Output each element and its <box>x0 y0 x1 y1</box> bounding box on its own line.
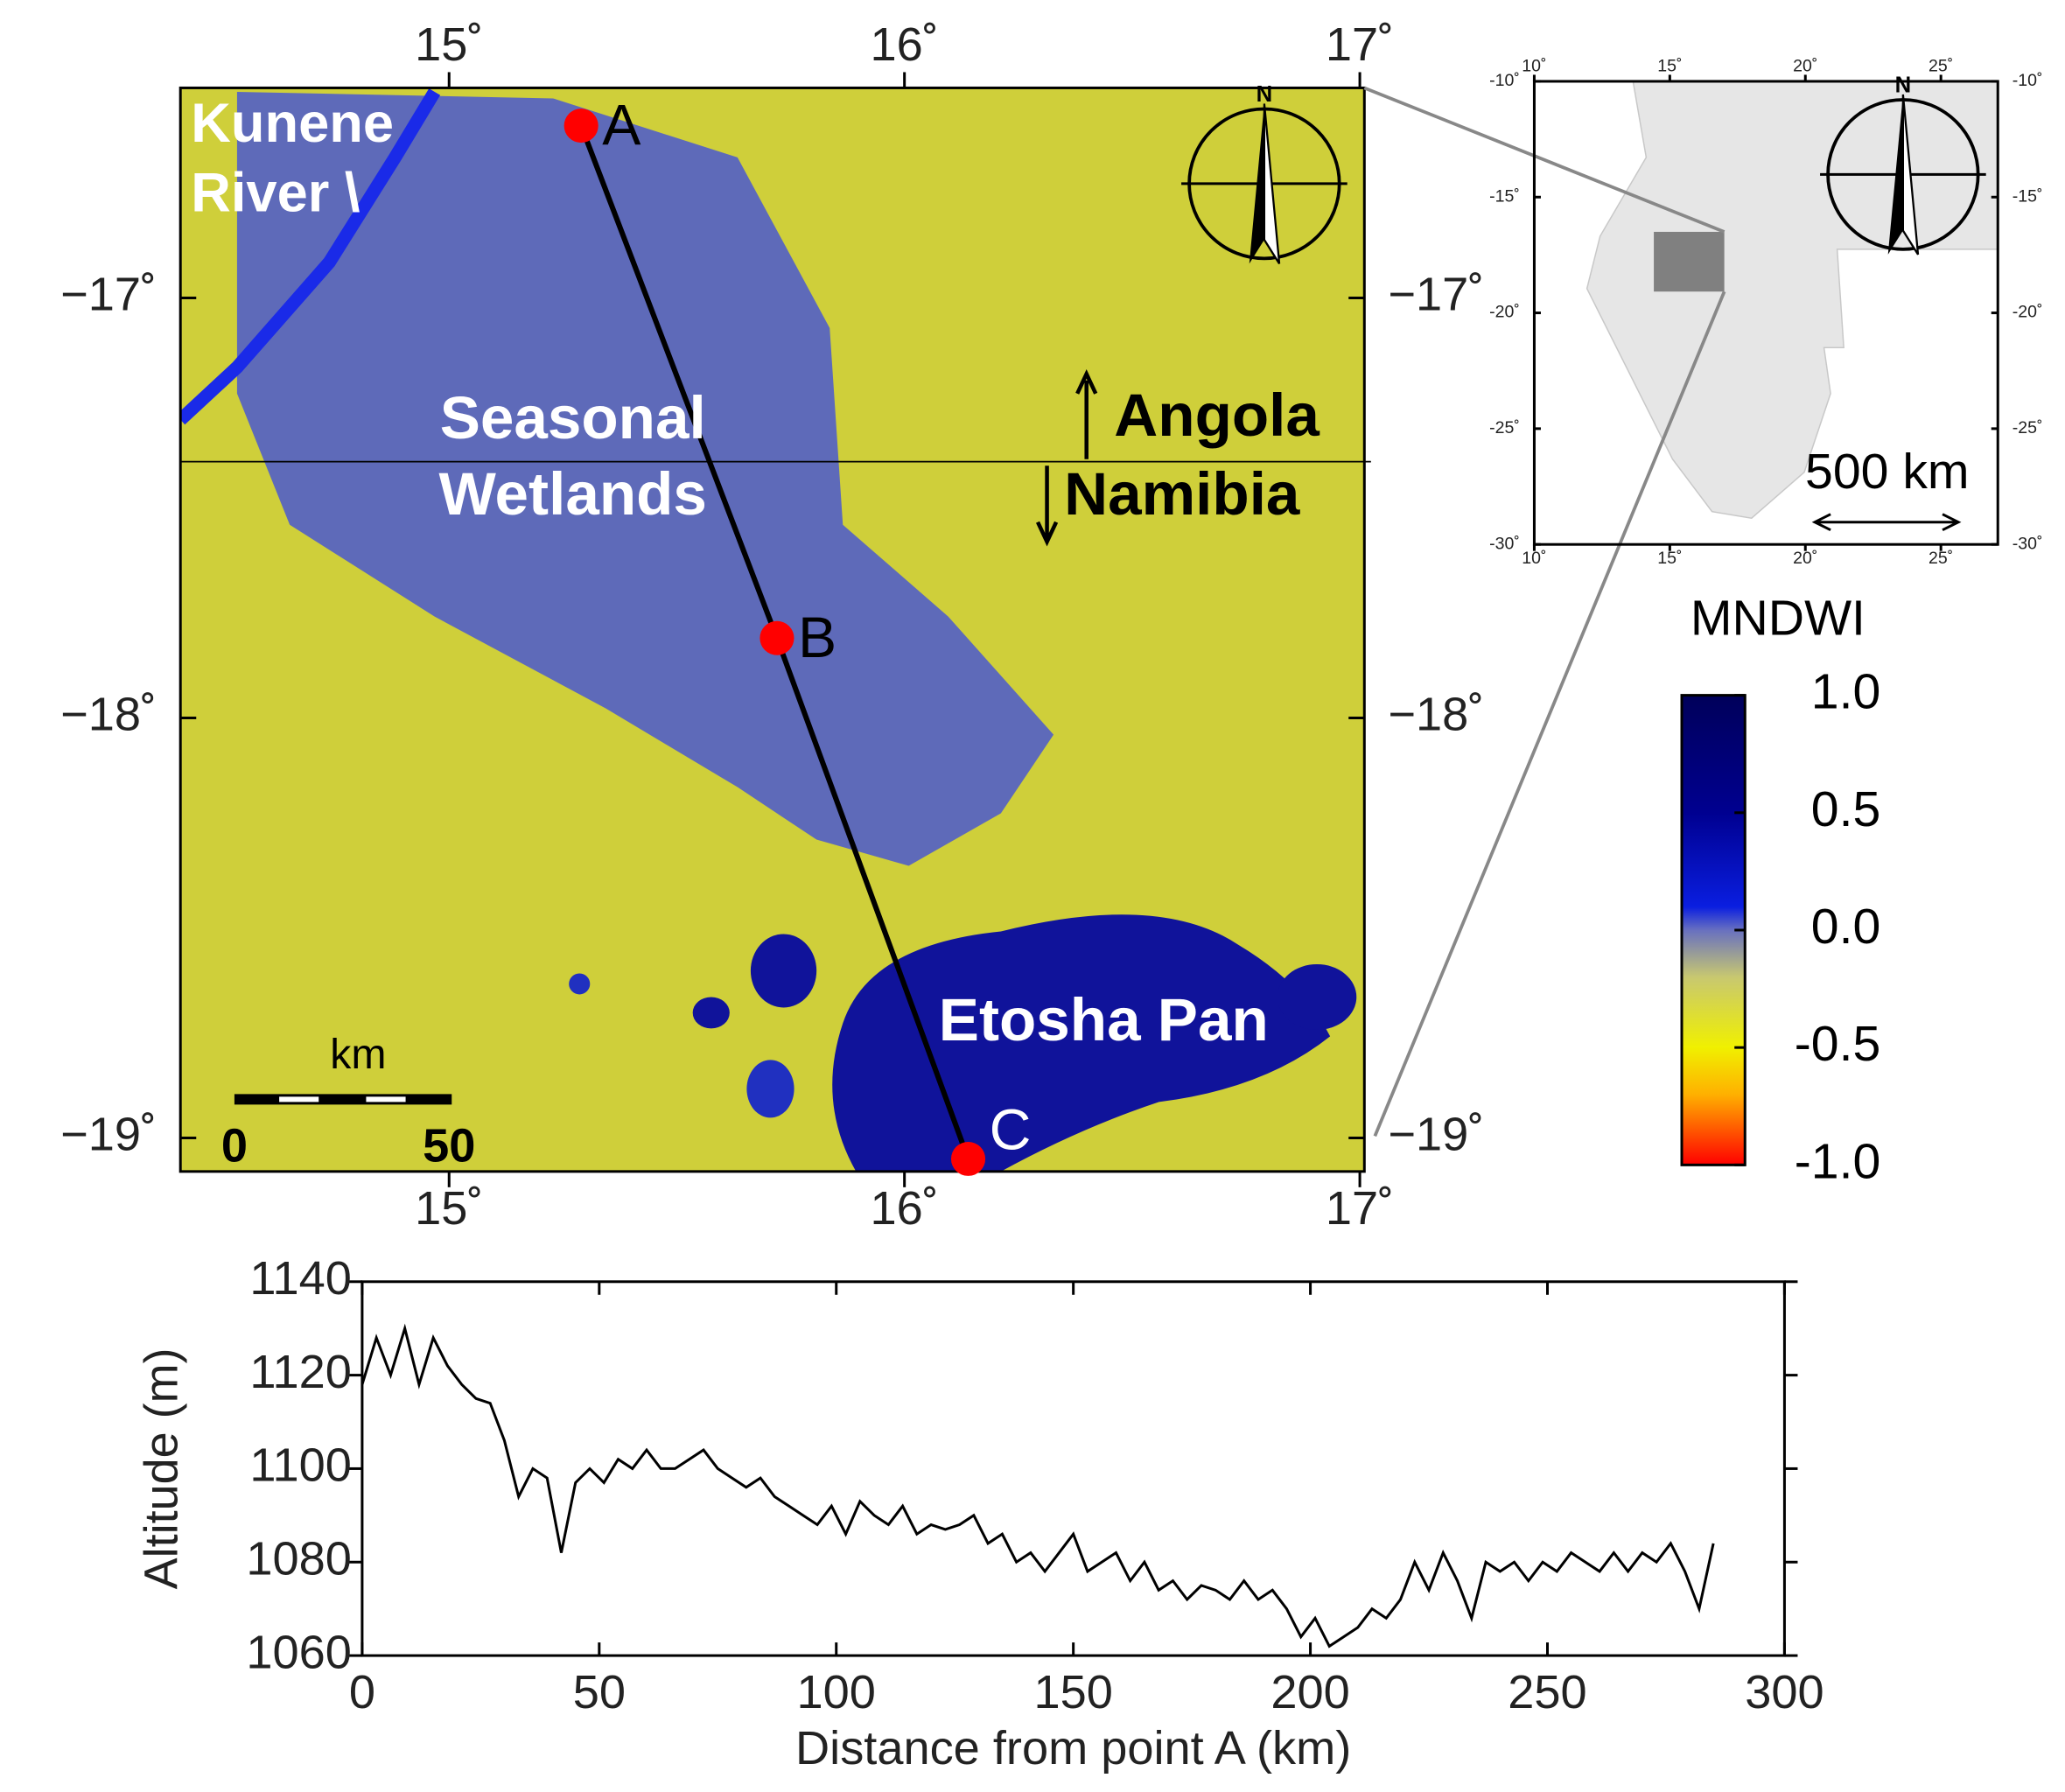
y-tick-label: -25˚ <box>1489 418 1520 438</box>
point-label: C <box>990 1097 1032 1162</box>
study-area <box>1654 231 1725 292</box>
scale-label: 500 km <box>1805 444 1970 500</box>
y-tick-label: -30˚ <box>1489 534 1520 553</box>
x-tick-label: 15˚ <box>415 18 483 71</box>
point <box>950 1141 986 1176</box>
y-tick-label: −17˚ <box>60 269 157 321</box>
x-tick-label: 17˚ <box>1326 18 1394 71</box>
x-tick-label: 25˚ <box>1928 549 1953 568</box>
x-tick-label: 16˚ <box>871 18 939 71</box>
colorbar-tick-label: -1.0 <box>1795 1133 1881 1189</box>
scale-bar <box>234 1094 452 1105</box>
compass-needle <box>1887 94 1903 255</box>
wetland <box>236 91 1054 866</box>
frame <box>360 1280 1786 1657</box>
point <box>564 108 598 144</box>
scale-arrow <box>1811 513 1962 532</box>
connector <box>1373 290 1726 1138</box>
y-tick-label: 1140 <box>249 1252 351 1305</box>
y-axis-label: Altitude (m) <box>135 1348 187 1590</box>
annotation: Kunene <box>191 93 394 154</box>
colorbar-tick-label: 1.0 <box>1811 664 1881 720</box>
colorbar-tick-label: 0.0 <box>1811 899 1881 955</box>
y-tick-label: 1080 <box>246 1533 352 1586</box>
x-tick-label: 250 <box>1508 1666 1586 1718</box>
point-label: A <box>602 94 640 158</box>
y-tick-label: -10˚ <box>2012 71 2043 90</box>
x-tick-label: 300 <box>1745 1666 1824 1718</box>
x-tick-label: 150 <box>1033 1666 1112 1718</box>
colorbar-title: MNDWI <box>1690 591 1866 647</box>
x-tick-label: 200 <box>1270 1666 1349 1718</box>
lake <box>750 934 817 1008</box>
lake <box>1277 963 1357 1030</box>
x-tick-label: 15˚ <box>415 1182 483 1235</box>
y-tick-label: -25˚ <box>2012 418 2043 438</box>
scale-title: km <box>330 1031 386 1078</box>
x-tick-label: 15˚ <box>1657 549 1682 568</box>
lake <box>746 1060 794 1118</box>
compass-label: N <box>1256 82 1273 107</box>
y-tick-label: −19˚ <box>60 1109 157 1161</box>
x-tick-label: 16˚ <box>871 1182 939 1235</box>
colorbar-tick-label: -0.5 <box>1795 1016 1881 1072</box>
annotation: Seasonal <box>440 383 706 452</box>
compass-label: N <box>1895 74 1912 98</box>
y-tick-label: 1060 <box>246 1626 352 1678</box>
border-arrows <box>1035 368 1098 547</box>
x-tick-label: 25˚ <box>1928 57 1953 76</box>
y-tick-label: 1100 <box>249 1439 351 1492</box>
scale-tick: 50 <box>423 1120 475 1172</box>
annotation: Etosha Pan <box>939 985 1269 1054</box>
profile-line <box>360 1323 1715 1648</box>
y-tick-label: −18˚ <box>1388 689 1484 741</box>
x-tick-label: 10˚ <box>1522 57 1546 76</box>
frame <box>178 86 1366 1173</box>
x-tick-label: 17˚ <box>1326 1182 1394 1235</box>
y-tick-label: -20˚ <box>1489 303 1520 322</box>
y-tick-label: −19˚ <box>1388 1109 1484 1161</box>
scale-tick: 0 <box>221 1120 248 1172</box>
y-tick-label: -20˚ <box>2012 303 2043 322</box>
point <box>760 620 794 655</box>
y-tick-label: 1120 <box>249 1346 351 1398</box>
x-tick-label: 50 <box>573 1666 626 1718</box>
colorbar-tick-label: 0.5 <box>1811 781 1881 837</box>
x-tick-label: 20˚ <box>1793 549 1817 568</box>
lake <box>569 973 591 995</box>
annotation: River \ <box>191 163 360 224</box>
x-tick-label: 0 <box>349 1666 375 1718</box>
x-tick-label: 100 <box>797 1666 876 1718</box>
river <box>180 88 441 425</box>
annotation: Wetlands <box>438 459 706 528</box>
y-tick-label: -15˚ <box>1489 186 1520 206</box>
x-tick-label: 10˚ <box>1522 549 1546 568</box>
y-tick-label: −18˚ <box>60 689 157 741</box>
y-tick-label: -30˚ <box>2012 534 2043 553</box>
pan <box>832 914 1331 1172</box>
y-tick-label: −17˚ <box>1388 269 1484 321</box>
compass-needle <box>1249 103 1264 264</box>
x-axis-label: Distance from point A (km) <box>795 1722 1351 1774</box>
connector <box>1363 86 1726 234</box>
point-label: B <box>798 606 836 670</box>
lake <box>692 997 730 1029</box>
x-tick-label: 15˚ <box>1657 57 1682 76</box>
y-tick-label: -10˚ <box>1489 71 1520 90</box>
map-imagery <box>180 88 1365 1172</box>
y-tick-label: -15˚ <box>2012 186 2043 206</box>
annotation: Angola <box>1114 381 1320 449</box>
compass-needle <box>1901 94 1920 256</box>
x-tick-label: 20˚ <box>1793 57 1817 76</box>
annotation: Namibia <box>1064 459 1300 528</box>
